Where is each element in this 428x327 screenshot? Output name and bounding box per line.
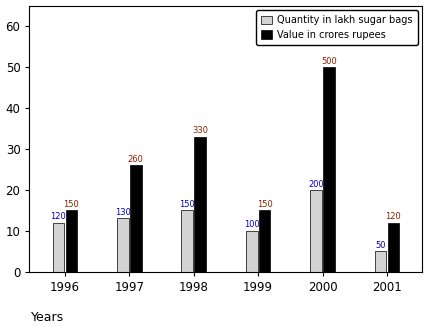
Bar <box>246 231 258 272</box>
Text: 150: 150 <box>63 200 79 209</box>
Bar <box>388 222 399 272</box>
Text: Years: Years <box>31 311 64 323</box>
Bar <box>181 210 193 272</box>
Text: 200: 200 <box>308 180 324 189</box>
Bar <box>53 222 64 272</box>
Text: 130: 130 <box>115 208 131 217</box>
Text: 150: 150 <box>257 200 273 209</box>
Text: 330: 330 <box>192 126 208 135</box>
Bar <box>259 210 270 272</box>
Text: 100: 100 <box>244 220 260 230</box>
Text: 260: 260 <box>128 155 144 164</box>
Bar <box>194 137 206 272</box>
Bar <box>310 190 322 272</box>
Text: 150: 150 <box>179 200 195 209</box>
Bar <box>130 165 142 272</box>
Bar <box>117 218 129 272</box>
Bar <box>323 67 335 272</box>
Text: 120: 120 <box>51 212 66 221</box>
Bar <box>65 210 77 272</box>
Bar <box>375 251 386 272</box>
Text: 120: 120 <box>386 212 401 221</box>
Text: 50: 50 <box>375 241 386 250</box>
Legend: Quantity in lakh sugar bags, Value in crores rupees: Quantity in lakh sugar bags, Value in cr… <box>256 10 418 45</box>
Text: 500: 500 <box>321 57 337 66</box>
